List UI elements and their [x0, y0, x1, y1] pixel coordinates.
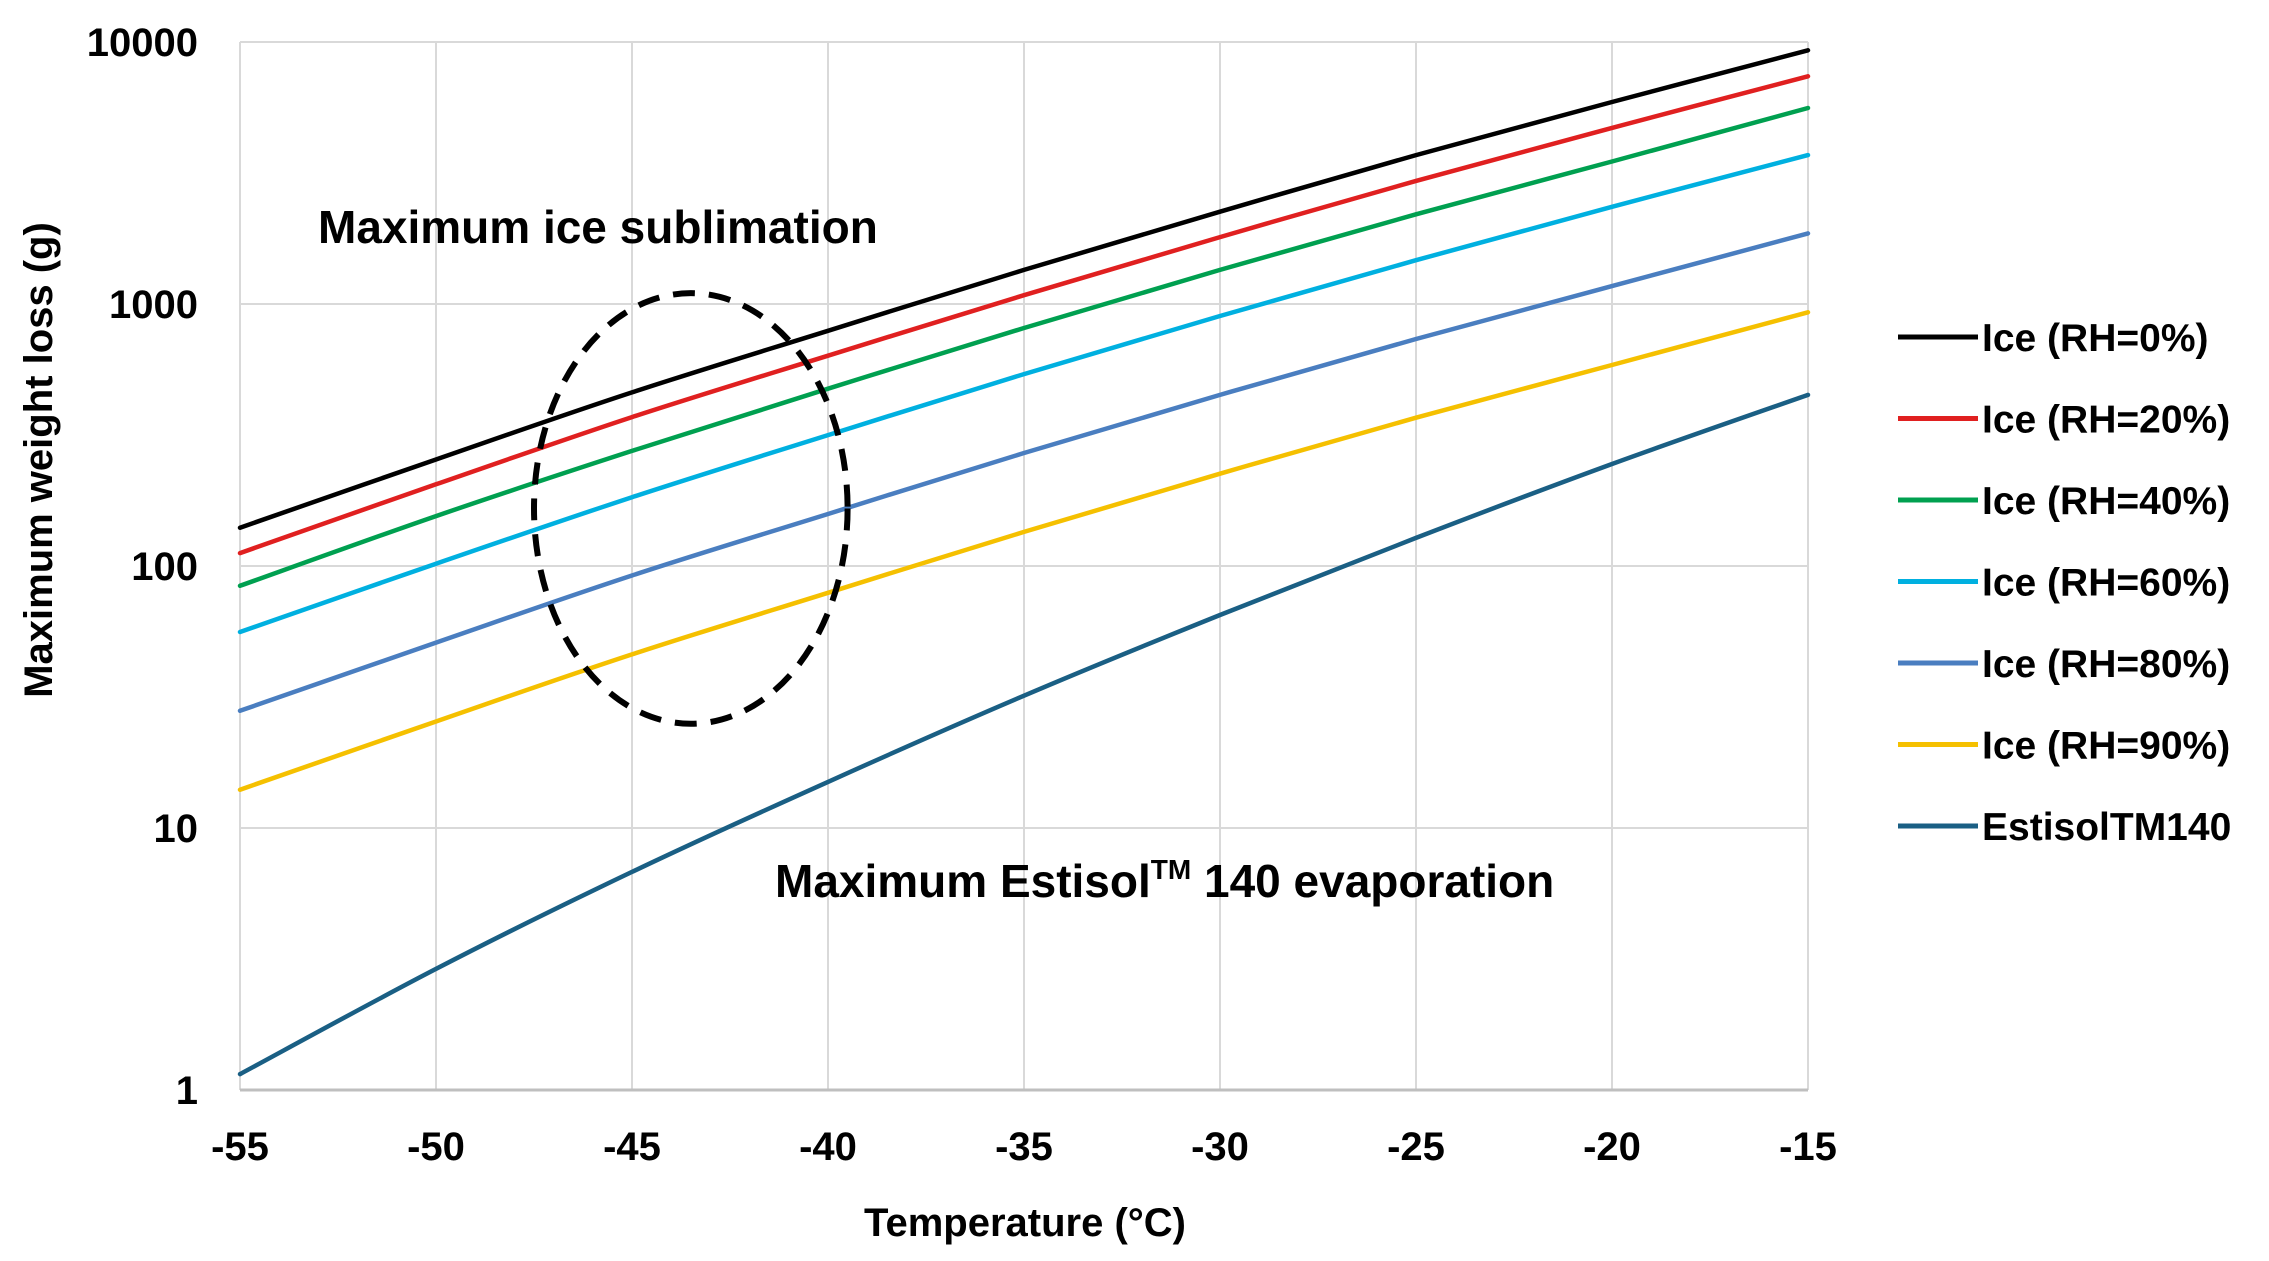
x-tick-label: -35 [995, 1125, 1053, 1169]
x-axis-title: Temperature (°C) [864, 1201, 1186, 1245]
x-tick-label: -30 [1191, 1125, 1249, 1169]
legend-label: EstisolTM140 [1982, 806, 2231, 849]
series-lines [237, 48, 1811, 1077]
annotation-estisol-suffix: 140 evaporation [1191, 855, 1554, 907]
series-line-3 [237, 152, 1811, 635]
annotation-estisol-prefix: Maximum Estisol [775, 855, 1151, 907]
y-axis-title: Maximum weight loss (g) [17, 222, 61, 698]
annotation-ice-sublimation: Maximum ice sublimation [318, 201, 878, 253]
legend-label: Ice (RH=40%) [1982, 480, 2230, 523]
legend-label: Ice (RH=60%) [1982, 562, 2230, 605]
x-tick-label: -45 [603, 1125, 661, 1169]
legend-label: Ice (RH=0%) [1982, 317, 2209, 360]
y-tick-label: 1000 [109, 283, 198, 327]
y-tick-label: 1 [176, 1069, 198, 1113]
series-line-1 [237, 74, 1811, 556]
highlight-ellipse-layer [531, 290, 851, 727]
series-line-6 [237, 392, 1811, 1077]
y-tick-label: 100 [131, 545, 198, 589]
annotation-estisol-evaporation: Maximum EstisolTM 140 evaporation [775, 854, 1554, 907]
legend-label: Ice (RH=20%) [1982, 399, 2230, 442]
legend-label: Ice (RH=80%) [1982, 643, 2230, 686]
series-line-5 [237, 310, 1811, 792]
x-tick-label: -55 [211, 1125, 269, 1169]
x-tick-label: -40 [799, 1125, 857, 1169]
highlight-ellipse [531, 290, 851, 727]
legend: Ice (RH=0%) Ice (RH=20%) Ice (RH=40%) Ice (… [1898, 317, 2231, 849]
tick-labels: -55 -50 -45 -40 -35 -30 -25 -20 -15 1 10 100 1000 100… [87, 21, 1837, 1169]
y-tick-label: 10 [154, 807, 199, 851]
y-tick-label: 10000 [87, 21, 198, 65]
series-line-2 [237, 105, 1811, 589]
legend-label: Ice (RH=90%) [1982, 725, 2230, 768]
x-tick-label: -20 [1583, 1125, 1641, 1169]
x-tick-label: -25 [1387, 1125, 1445, 1169]
x-tick-label: -15 [1779, 1125, 1837, 1169]
series-line-0 [237, 48, 1811, 530]
series-line-4 [237, 231, 1811, 714]
annotation-estisol-superscript: TM [1151, 854, 1191, 885]
x-tick-label: -50 [407, 1125, 465, 1169]
